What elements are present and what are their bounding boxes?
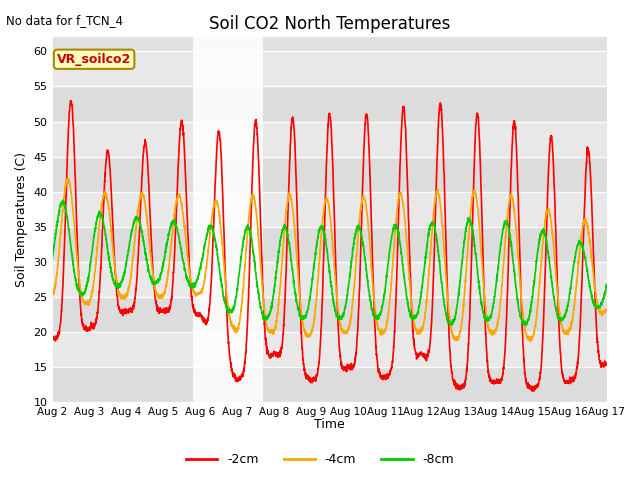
Bar: [52, 51, 607, 86]
X-axis label: Time: Time: [314, 419, 345, 432]
Bar: [52, 262, 607, 297]
Text: No data for f_TCN_4: No data for f_TCN_4: [6, 14, 124, 27]
Bar: [52, 86, 607, 121]
Bar: [52, 367, 607, 402]
Bar: [193, 37, 263, 402]
Bar: [52, 332, 607, 367]
Bar: [52, 121, 607, 156]
Bar: [52, 192, 607, 227]
Text: VR_soilco2: VR_soilco2: [57, 53, 131, 66]
Bar: [52, 227, 607, 262]
Bar: [52, 156, 607, 192]
Bar: [52, 297, 607, 332]
Y-axis label: Soil Temperatures (C): Soil Temperatures (C): [15, 152, 28, 287]
Title: Soil CO2 North Temperatures: Soil CO2 North Temperatures: [209, 15, 450, 33]
Legend: -2cm, -4cm, -8cm: -2cm, -4cm, -8cm: [181, 448, 459, 471]
